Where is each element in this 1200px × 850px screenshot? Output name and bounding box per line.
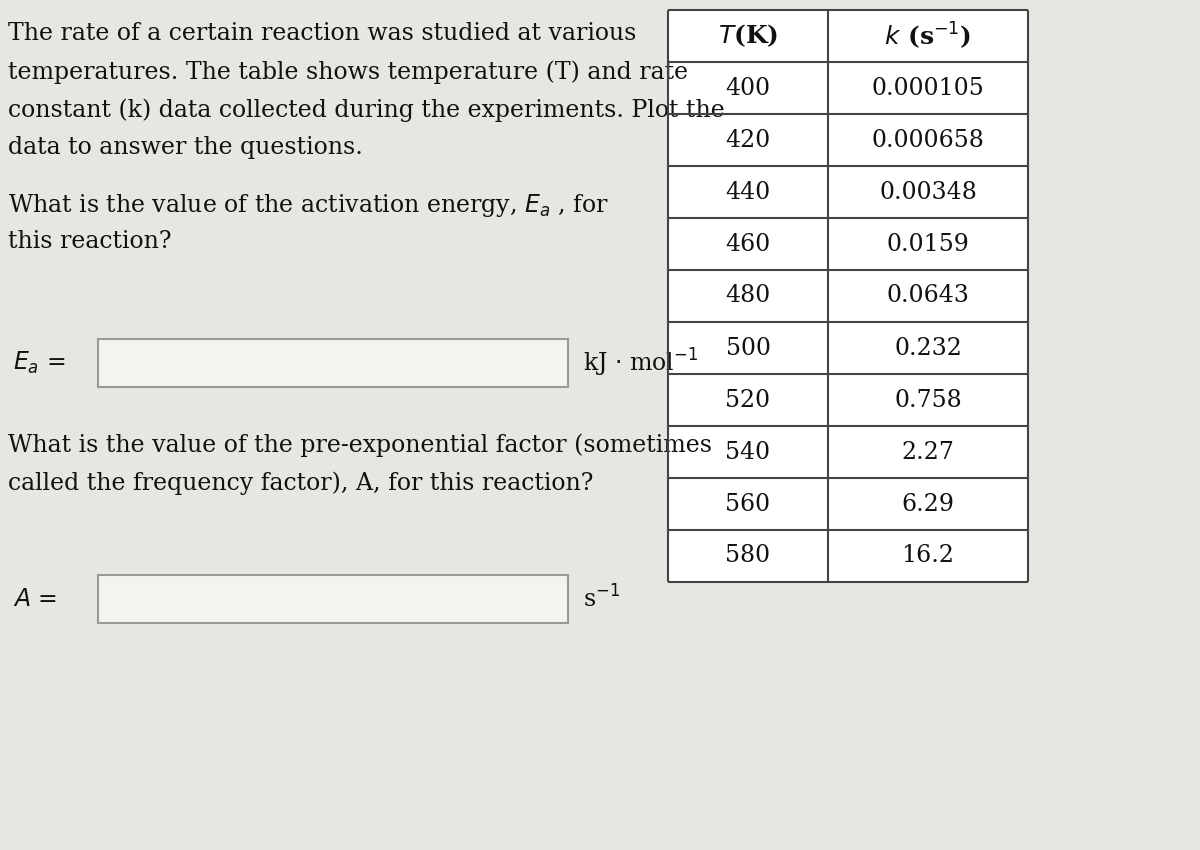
- Text: 0.0643: 0.0643: [887, 285, 970, 308]
- Text: kJ $\cdot$ mol$^{-1}$: kJ $\cdot$ mol$^{-1}$: [583, 347, 698, 379]
- Text: 500: 500: [726, 337, 770, 360]
- Text: 0.232: 0.232: [894, 337, 962, 360]
- Text: 560: 560: [726, 492, 770, 515]
- Text: called the frequency factor), A, for this reaction?: called the frequency factor), A, for thi…: [8, 471, 593, 495]
- Text: constant (k) data collected during the experiments. Plot the: constant (k) data collected during the e…: [8, 98, 725, 122]
- Text: 0.000105: 0.000105: [871, 76, 984, 99]
- FancyBboxPatch shape: [98, 575, 568, 623]
- Text: 6.29: 6.29: [901, 492, 954, 515]
- Text: $A$ =: $A$ =: [13, 587, 58, 610]
- Text: 0.00348: 0.00348: [880, 180, 977, 203]
- Text: 540: 540: [726, 440, 770, 463]
- Text: 580: 580: [726, 545, 770, 568]
- FancyBboxPatch shape: [668, 10, 1028, 582]
- Text: $E_a$ =: $E_a$ =: [13, 350, 66, 376]
- Text: data to answer the questions.: data to answer the questions.: [8, 136, 362, 159]
- Text: s$^{-1}$: s$^{-1}$: [583, 586, 620, 613]
- Text: 0.0159: 0.0159: [887, 233, 970, 256]
- Text: $\mathit{T}$(K): $\mathit{T}$(K): [718, 23, 778, 49]
- Text: this reaction?: this reaction?: [8, 230, 172, 253]
- Text: What is the value of the activation energy, $E_a$ , for: What is the value of the activation ener…: [8, 192, 608, 219]
- Text: What is the value of the pre-exponential factor (sometimes: What is the value of the pre-exponential…: [8, 433, 712, 456]
- Text: 2.27: 2.27: [901, 440, 954, 463]
- Text: 440: 440: [725, 180, 770, 203]
- Text: 0.000658: 0.000658: [871, 128, 984, 151]
- Text: $\mathit{k}$ (s$^{-1}$): $\mathit{k}$ (s$^{-1}$): [884, 20, 972, 51]
- FancyBboxPatch shape: [98, 339, 568, 387]
- Text: 0.758: 0.758: [894, 388, 962, 411]
- Text: 16.2: 16.2: [901, 545, 954, 568]
- Text: temperatures. The table shows temperature (T) and rate: temperatures. The table shows temperatur…: [8, 60, 688, 83]
- Text: 480: 480: [725, 285, 770, 308]
- Text: 400: 400: [726, 76, 770, 99]
- Text: The rate of a certain reaction was studied at various: The rate of a certain reaction was studi…: [8, 22, 636, 45]
- Text: 520: 520: [726, 388, 770, 411]
- Text: 460: 460: [725, 233, 770, 256]
- Text: 420: 420: [725, 128, 770, 151]
